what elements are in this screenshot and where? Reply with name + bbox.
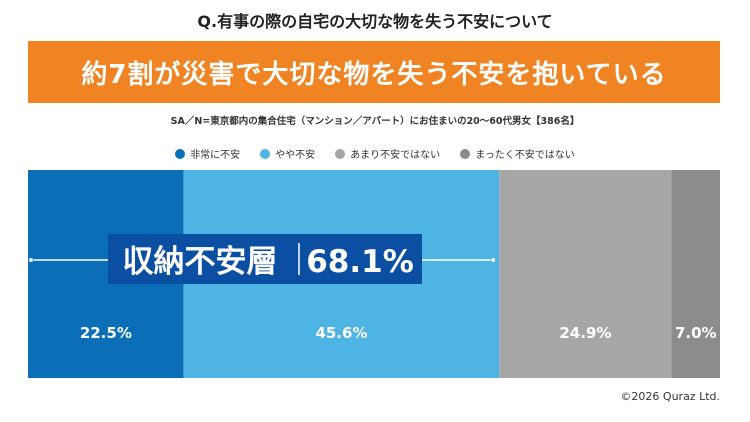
callout-value: 68.1% (306, 244, 414, 280)
legend-swatch (460, 148, 471, 159)
callout-box (108, 234, 422, 284)
sample-note: SA／N=東京都内の集合住宅（マンション／アパート）にお住まいの20〜60代男女… (170, 116, 580, 127)
data-label: 22.5% (80, 324, 132, 342)
legend-label: あまり不安ではない (350, 150, 441, 161)
callout-bracket-end (490, 257, 496, 263)
headline-banner: 約7割が災害で大切な物を失う不安を抱いている (28, 41, 720, 103)
legend-item: やや不安 (260, 146, 315, 161)
legend-item: あまり不安ではない (335, 146, 440, 161)
bar-segment (499, 170, 672, 378)
callout-bracket-end (28, 257, 34, 263)
legend-label: やや不安 (275, 150, 316, 161)
legend-item: 非常に不安 (175, 146, 240, 161)
legend-item: まったく不安ではない (460, 146, 575, 161)
legend-swatch (335, 148, 346, 159)
data-label: 7.0% (675, 324, 717, 342)
copyright: ©2026 Quraz Ltd. (620, 390, 720, 403)
legend-label: 非常に不安 (190, 150, 241, 161)
callout-label: 収納不安層 (123, 244, 278, 280)
legend-label: まったく不安ではない (475, 150, 575, 161)
legend-swatch (175, 148, 186, 159)
question-title: Q.有事の際の自宅の大切な物を失う不安について (197, 12, 553, 31)
data-label: 45.6% (315, 324, 367, 342)
data-label: 24.9% (559, 324, 611, 342)
bar-segment (671, 170, 720, 378)
legend-swatch (260, 148, 271, 159)
headline-text: 約7割が災害で大切な物を失う不安を抱いている (81, 59, 667, 90)
legend: 非常に不安 やや不安 あまり不安ではない まったく不安ではない (0, 146, 750, 161)
